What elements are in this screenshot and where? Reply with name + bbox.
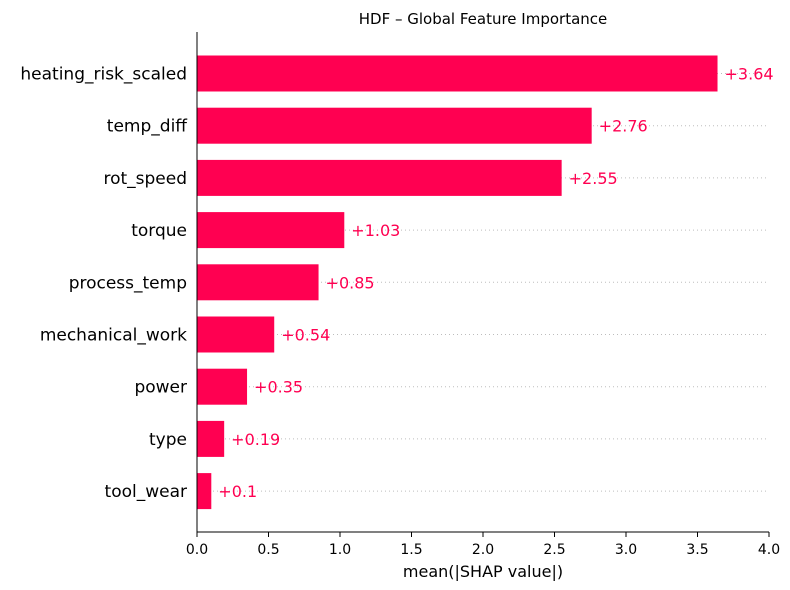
value-label: +1.03 [351, 221, 400, 240]
chart-title: HDF – Global Feature Importance [359, 10, 608, 28]
category-label: torque [131, 221, 187, 241]
x-tick-label: 1.5 [400, 542, 422, 558]
x-tick-label: 3.5 [686, 542, 708, 558]
category-labels: heating_risk_scaled temp_diff rot_speedtor… [20, 65, 188, 503]
x-tick-label: 2.0 [472, 542, 494, 558]
value-labels: +3.64 +2.76 +2.55 +1.03 +0.85 +0.54 +0.35 +0.19… [218, 65, 773, 502]
category-label: rot_speed [103, 169, 187, 189]
bar-power [197, 368, 248, 405]
category-label: power [134, 378, 187, 398]
bar-process-temp [197, 264, 319, 301]
value-label: +0.19 [231, 430, 280, 449]
bar-heating-risk-scaled [197, 55, 718, 92]
category-label: heating_risk_scaled [20, 65, 187, 85]
value-label: +0.85 [326, 273, 375, 292]
x-tick-label: 0.5 [257, 542, 279, 558]
bar-type [197, 420, 225, 457]
category-label: mechanical_work [40, 326, 187, 346]
x-tick-label: 1.0 [329, 542, 351, 558]
category-label: type [149, 430, 187, 450]
x-axis-label: mean(|SHAP value|) [403, 562, 563, 581]
bars [197, 55, 718, 510]
category-label: process_temp [69, 273, 187, 293]
value-label: +2.55 [569, 169, 618, 188]
value-label: +0.35 [254, 378, 303, 397]
value-label: +3.64 [725, 65, 774, 84]
bar-mechanical-work [197, 316, 275, 353]
bar-tool-wear [197, 473, 212, 510]
x-tick-label: 0.0 [186, 542, 208, 558]
x-tick-label: 3.0 [615, 542, 637, 558]
bar-torque [197, 212, 345, 249]
x-axis-ticks: 0.0 0.5 1.0 1.5 2.0 2.5 3.0 3.5 4.0 [186, 532, 780, 558]
category-label: tool_wear [105, 482, 187, 502]
value-label: +0.54 [281, 326, 330, 345]
value-label: +2.76 [599, 117, 648, 136]
bar-rot-speed [197, 159, 562, 196]
x-tick-label: 4.0 [758, 542, 780, 558]
category-label: temp_diff [107, 117, 188, 137]
bar-temp-diff [197, 107, 592, 144]
value-label: +0.1 [218, 482, 257, 501]
x-tick-label: 2.5 [543, 542, 565, 558]
